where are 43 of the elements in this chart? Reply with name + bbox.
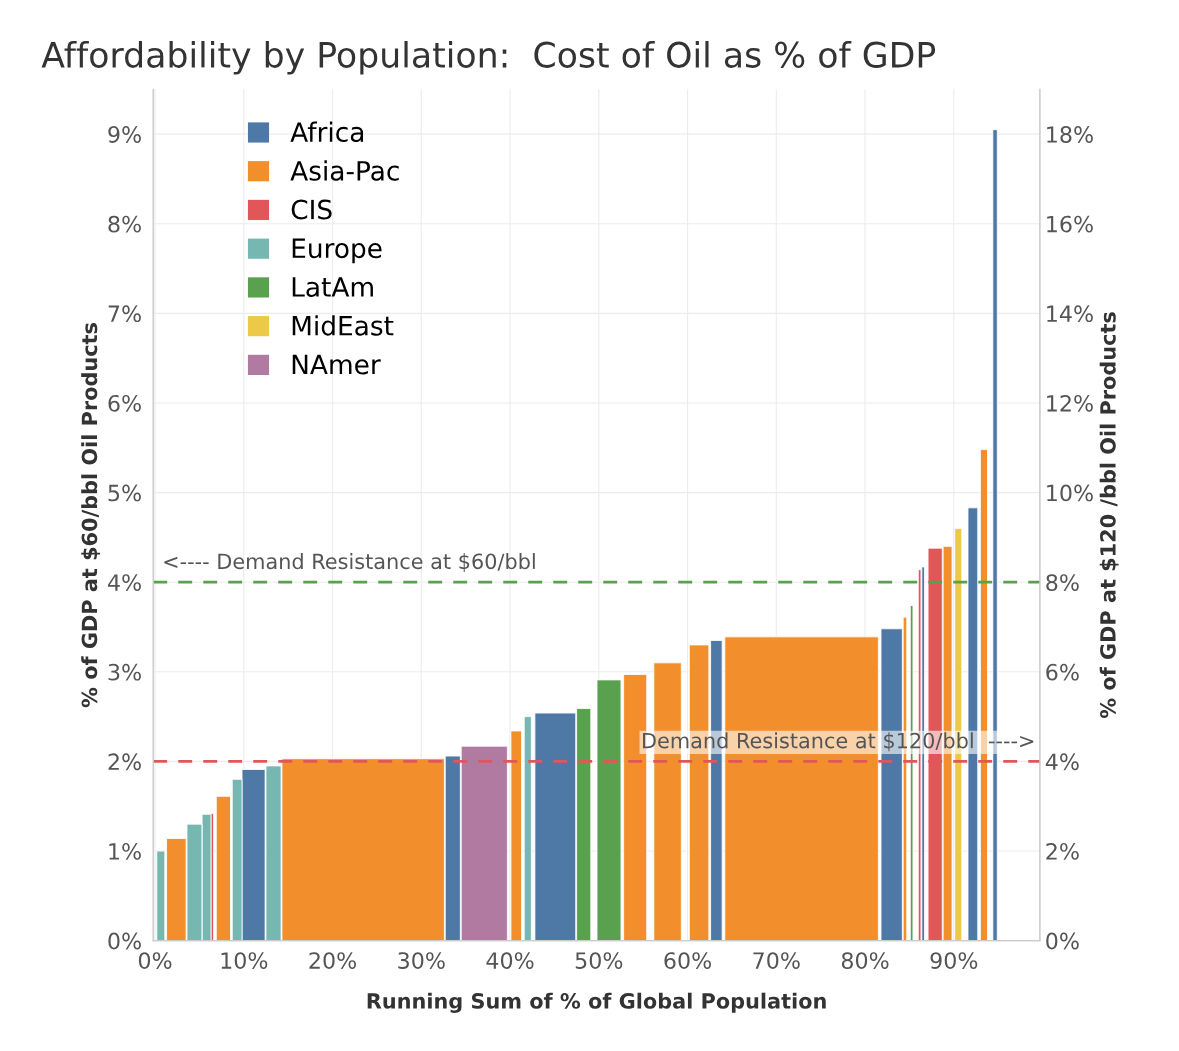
y-tick-label: 2% [108,753,141,771]
x-tick-label: 70% [753,952,800,969]
legend-label: NAmer [292,354,381,375]
y-tick-label: 7% [108,305,141,323]
chart-title: Affordability by Population: Cost of Oil as % of GDP [41,41,936,75]
y-axis-title: % of GDP at $60/bbl Oil Products [81,323,101,708]
y2-axis-title: % of GDP at $120 /bbl Oil Products [1099,312,1119,719]
x-tick-label: 20% [309,952,357,969]
y-tick-label: 9% [108,126,141,143]
legend-label: MidEast [292,315,394,336]
x-tick-label: 50% [575,952,623,969]
legend-label: Africa [290,121,364,143]
x-tick-label: 0% [138,952,172,969]
y2-tick-label: 4% [1045,753,1079,771]
y2-tick-label: 0% [1046,932,1079,950]
y2-tick-label: 18% [1047,126,1093,143]
x-tick-label: 60% [664,952,712,969]
y-tick-label: 1% [109,842,141,860]
legend-label: LatAm [292,277,373,297]
y2-tick-label: 2% [1046,842,1079,860]
y2-tick-label: 12% [1047,394,1093,412]
legend-label: CIS [291,199,332,220]
ref-line-label: <---- Demand Resistance at $60/bbl [164,553,535,572]
y2-tick-label: 16% [1047,215,1093,233]
x-tick-label: 30% [398,952,445,969]
x-tick-label: 10% [221,952,268,969]
y-tick-label: 0% [108,932,141,950]
x-tick-label: 90% [930,952,978,969]
y-tick-label: 5% [108,484,141,502]
legend-label: Europe [292,238,382,264]
x-tick-label: 80% [841,952,889,969]
y2-tick-label: 8% [1046,574,1079,591]
legend-label: Asia-Pac [290,160,399,181]
x-axis-title: Running Sum of % of Global Population [367,992,826,1014]
y-tick-label: 8% [108,215,141,233]
y-tick-label: 6% [108,394,141,412]
y2-tick-label: 10% [1047,484,1093,502]
y-tick-label: 3% [108,663,141,681]
ref-line-label: Demand Resistance at $120/bbl ----> [643,732,1034,752]
y2-tick-label: 6% [1046,663,1079,681]
y-tick-label: 4% [107,574,141,591]
x-tick-label: 40% [486,952,534,969]
y2-tick-label: 14% [1047,305,1093,323]
